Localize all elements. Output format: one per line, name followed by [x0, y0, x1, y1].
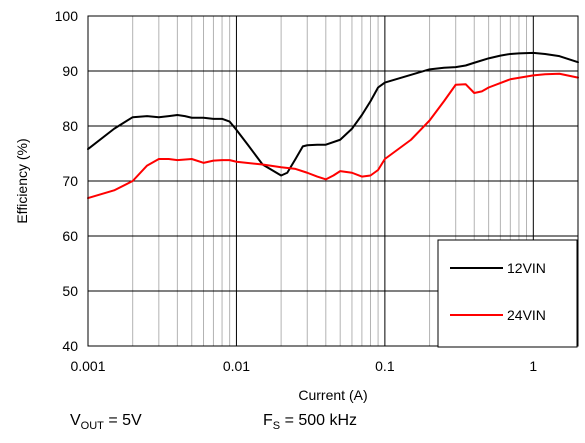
- legend-box: [437, 239, 578, 348]
- series-line-12vin: [87, 51, 579, 177]
- series-layer: [87, 51, 579, 200]
- fs-subscript: S: [272, 420, 281, 432]
- vout-subscript: OUT: [80, 420, 104, 432]
- x-tick-label: 0.1: [375, 358, 395, 374]
- y-tick-label: 90: [62, 63, 78, 79]
- y-tick-label: 60: [62, 228, 78, 244]
- x-tick-label: 0.01: [223, 358, 250, 374]
- tick-labels: 0.001 0.01 0.1 1 40 50 60 70 80 90 100: [55, 8, 538, 374]
- vout-prefix: V: [70, 412, 81, 429]
- y-tick-label: 70: [62, 173, 78, 189]
- legend-label-24vin: 24VIN: [507, 307, 546, 323]
- vout-value: = 5V: [103, 412, 142, 429]
- switching-frequency-note: FS = 500 kHz: [263, 412, 357, 432]
- y-axis-label: Efficiency (%): [14, 138, 30, 223]
- y-tick-label: 40: [62, 338, 78, 354]
- y-tick-label: 100: [55, 8, 79, 24]
- fs-prefix: F: [263, 412, 273, 429]
- plot-frame: [87, 15, 579, 347]
- legend-label-12vin: 12VIN: [507, 260, 546, 276]
- x-tick-label: 1: [529, 358, 537, 374]
- chart-legend: 12VIN 24VIN: [437, 239, 578, 348]
- series-line-24vin: [87, 72, 579, 200]
- y-tick-label: 80: [62, 118, 78, 134]
- x-tick-label: 0.001: [70, 358, 105, 374]
- vout-note: VOUT = 5V: [70, 412, 142, 432]
- x-axis-label: Current (A): [298, 387, 367, 403]
- fs-value: = 500 kHz: [280, 412, 358, 429]
- y-tick-label: 50: [62, 283, 78, 299]
